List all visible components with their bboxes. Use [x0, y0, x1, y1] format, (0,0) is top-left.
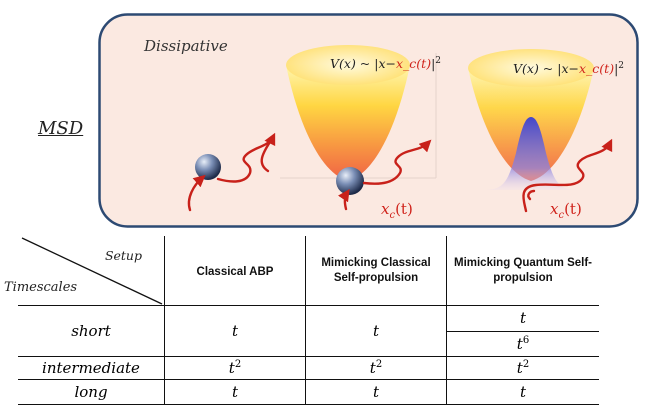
column-header-mimicking-quantum: Mimicking Quantum Self-propulsion	[446, 236, 599, 306]
cell-long-mimicking-classical: t	[305, 379, 447, 405]
trap-center-label-1: xc(t)	[381, 200, 413, 221]
cell-short-classical-abp: t	[164, 305, 306, 357]
quantum-trajectory	[522, 138, 613, 213]
cell-intermediate-classical-abp: t2	[164, 356, 306, 380]
cell-intermediate-mimicking-quantum: t2	[446, 356, 599, 380]
harmonic-potential-bowl	[286, 45, 410, 181]
quantum-potential-bowl	[468, 49, 594, 190]
timescales-label: Timescales	[4, 280, 78, 295]
row-label-long: long	[18, 379, 165, 405]
dissipative-panel	[98, 13, 639, 228]
setup-label: Setup	[104, 248, 142, 263]
cell-short-mimicking-quantum-a: t	[446, 305, 599, 332]
msd-label: MSD	[38, 118, 84, 139]
cell-short-mimicking-quantum-b: t6	[446, 331, 599, 357]
cell-long-mimicking-quantum: t	[446, 379, 599, 405]
cell-short-mimicking-classical: t	[305, 305, 447, 357]
wavepacket	[483, 117, 579, 190]
timescale-table: Setup Timescales Classical ABP Mimicking…	[4, 236, 599, 405]
active-trajectory-1	[187, 132, 276, 212]
cell-intermediate-mimicking-classical: t2	[305, 356, 447, 380]
table-corner: Setup Timescales	[4, 236, 165, 306]
particle-ball	[195, 154, 221, 180]
dissipative-label: Dissipative	[144, 37, 228, 55]
corner-diagonal	[21, 237, 163, 305]
row-label-short: short	[18, 305, 165, 357]
particle-ball-trapped	[336, 167, 364, 195]
cell-long-classical-abp: t	[164, 379, 306, 405]
column-header-classical-abp: Classical ABP	[164, 236, 306, 306]
row-label-intermediate: intermediate	[18, 356, 165, 380]
potential-equation-2: V(x) ~ |x−x_c(t)|2	[513, 61, 625, 77]
trap-center-label-2: xc(t)	[550, 200, 582, 221]
potential-equation-1: V(x) ~ |x−x_c(t)|2	[330, 56, 442, 72]
active-trajectory-2	[338, 139, 432, 211]
column-header-mimicking-classical: Mimicking Classical Self-propulsion	[305, 236, 447, 306]
